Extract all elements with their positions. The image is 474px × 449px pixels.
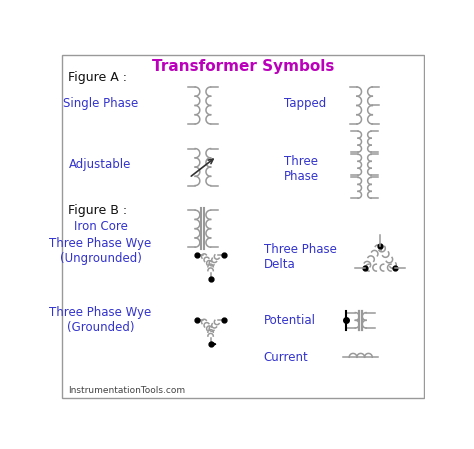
Text: Three
Phase: Three Phase xyxy=(284,154,319,183)
Text: Single Phase: Single Phase xyxy=(63,97,138,110)
Text: Figure A :: Figure A : xyxy=(68,71,127,84)
Text: InstrumentationTools.com: InstrumentationTools.com xyxy=(68,386,185,395)
Text: Potential: Potential xyxy=(264,314,316,327)
Text: Transformer Symbols: Transformer Symbols xyxy=(152,59,334,75)
Text: Figure B :: Figure B : xyxy=(68,204,127,217)
Text: Three Phase Wye
(Grounded): Three Phase Wye (Grounded) xyxy=(49,306,152,335)
Text: Tapped: Tapped xyxy=(284,97,326,110)
Text: Adjustable: Adjustable xyxy=(69,158,132,171)
Text: Current: Current xyxy=(264,351,309,364)
Text: Iron Core: Iron Core xyxy=(73,220,128,233)
Text: Three Phase Wye
(Ungrounded): Three Phase Wye (Ungrounded) xyxy=(49,237,152,265)
Text: Three Phase
Delta: Three Phase Delta xyxy=(264,243,337,271)
